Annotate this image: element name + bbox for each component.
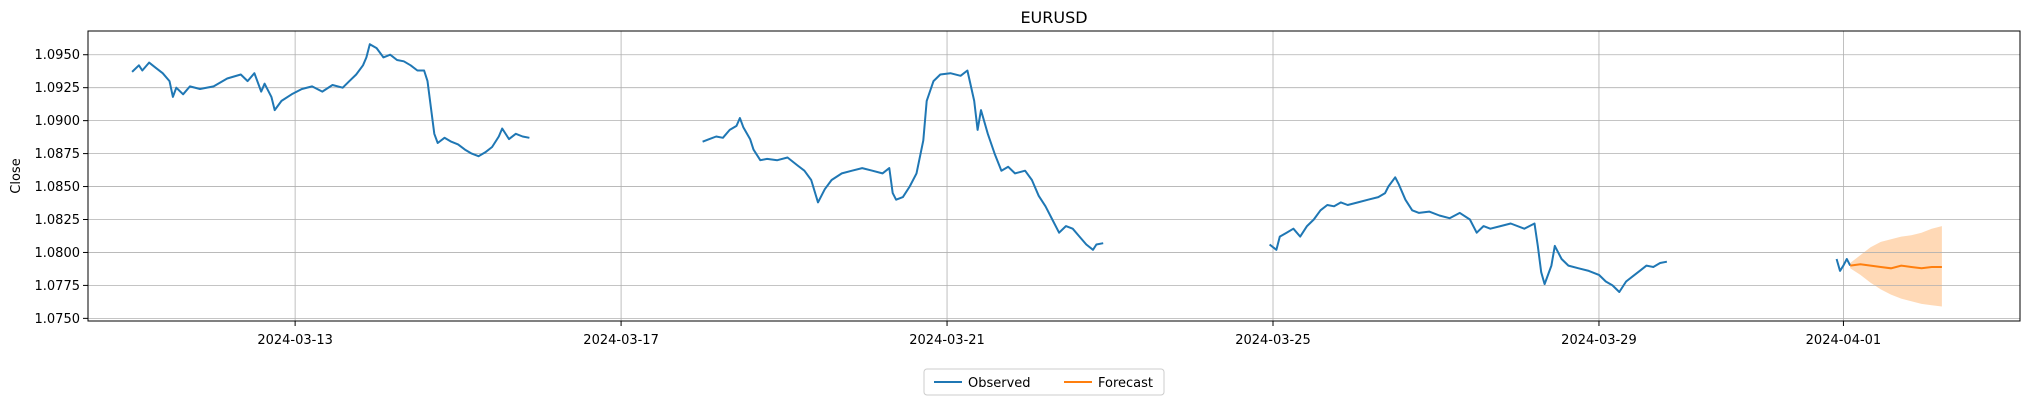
y-tick-label: 1.0825 <box>35 213 81 228</box>
y-tick-label: 1.0925 <box>35 81 81 96</box>
y-tick-label: 1.0750 <box>35 312 81 327</box>
y-axis-label: Close <box>9 158 24 193</box>
y-tick-label: 1.0900 <box>35 114 81 129</box>
y-tick-label: 1.0800 <box>35 246 81 261</box>
x-tick-label: 2024-03-29 <box>1561 333 1637 348</box>
observed-line-segment <box>1835 258 1852 272</box>
x-axis-ticks: 2024-03-13 2024-03-17 2024-03-21 2024-03-25… <box>257 321 1881 348</box>
series-layer <box>131 43 1942 293</box>
observed-line-segment <box>1268 176 1668 293</box>
gridlines <box>88 31 2020 321</box>
forecast-line <box>1850 263 1942 270</box>
observed-line-segment <box>131 43 530 158</box>
y-tick-label: 1.0850 <box>35 180 81 195</box>
legend: Observed Forecast <box>923 368 1165 396</box>
x-tick-label: 2024-03-17 <box>583 333 659 348</box>
x-tick-label: 2024-03-13 <box>257 333 333 348</box>
chart-title: EURUSD <box>1020 8 1087 27</box>
legend-forecast-label: Forecast <box>1098 376 1153 391</box>
x-tick-label: 2024-03-25 <box>1235 333 1311 348</box>
y-tick-label: 1.0950 <box>35 48 81 63</box>
x-tick-label: 2024-04-01 <box>1806 333 1882 348</box>
legend-observed-label: Observed <box>968 376 1031 391</box>
y-axis-ticks: 1.0750 1.0775 1.0800 1.0825 1.0850 1.0875 1.09… <box>35 48 88 327</box>
y-tick-label: 1.0775 <box>35 279 81 294</box>
x-tick-label: 2024-03-21 <box>909 333 985 348</box>
y-tick-label: 1.0875 <box>35 147 81 162</box>
plot-frame <box>87 30 2021 322</box>
legend-box <box>923 368 1165 396</box>
observed-line-segment <box>702 69 1104 251</box>
